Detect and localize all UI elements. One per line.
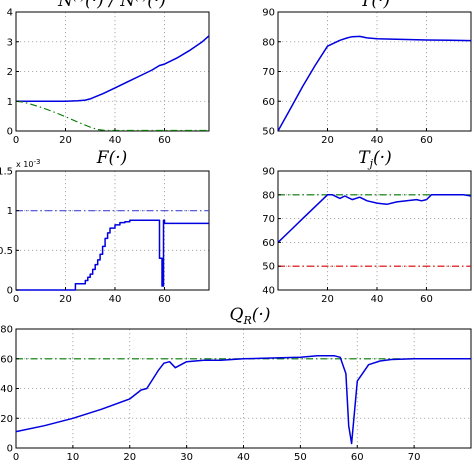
p2-ytick-label: 80: [262, 37, 275, 48]
p2-ytick-label: 60: [262, 97, 275, 108]
p3-title: F(·): [96, 148, 127, 168]
p2-ytick-label: 70: [262, 67, 275, 78]
p4-ytick-label: 40: [262, 286, 275, 297]
subplot-flow: 0 20 40 60 0 0.5 1 1.5 x 10-3 F(·): [0, 148, 210, 306]
p1-ytick-label: 0: [7, 127, 13, 138]
p1-series: [15, 35, 210, 131]
p5-ytick-label: 0: [7, 444, 13, 455]
p4-xtick-label: 20: [321, 294, 334, 305]
p5-grid: [16, 329, 471, 448]
p1-ytick-label: 2: [7, 67, 13, 78]
p1-title: N(·)(·) / N(·)(·): [57, 0, 166, 11]
p1-xtick-label: 20: [59, 135, 72, 146]
p4-ytick-label: 70: [262, 214, 275, 225]
p1-ytick-label: 4: [7, 8, 13, 19]
p5-xtick-label: 60: [351, 452, 364, 463]
p2-series: [277, 35, 472, 132]
p3-ytick-label: 0.5: [0, 246, 13, 257]
subplot-jacket-temperature: 20 40 60 40 50 60 70 80 90 Tj(·): [262, 148, 472, 306]
p1-grid: [16, 12, 209, 131]
p1-xtick-label: 0: [13, 135, 19, 146]
p5-ytick-label: 40: [0, 384, 13, 395]
p2-xtick-label: 20: [321, 135, 334, 146]
p1-ytick-label: 1: [7, 97, 13, 108]
p2-title: T(·): [360, 0, 390, 11]
p1-series-line-1: [16, 35, 210, 103]
p5-ytick-label: 60: [0, 354, 13, 365]
p2-xtick-label: 40: [371, 135, 384, 146]
p5-ticks: 0 10 20 30 40 50 60 70 0 20 40 60 80: [0, 325, 420, 464]
p3-ytick-label: 1.5: [0, 167, 13, 178]
subplot-n-ratio: 0 20 40 60 0 1 2 3 4 N(·)(·) / N(·)(·): [7, 0, 210, 147]
p5-series: [15, 355, 471, 445]
p3-ticks: 0 20 40 60 0 0.5 1 1.5: [0, 167, 171, 306]
p3-xtick-label: 60: [158, 294, 171, 305]
p5-title: QR(·): [230, 305, 271, 327]
p4-axes-frame: [277, 170, 472, 291]
p5-xtick-label: 0: [13, 452, 19, 463]
p5-series-line-2: [15, 355, 471, 445]
p3-xtick-label: 0: [13, 294, 19, 305]
p2-ytick-label: 90: [262, 8, 275, 19]
p3-xtick-label: 20: [59, 294, 72, 305]
p2-series-line-1: [277, 35, 472, 132]
p4-title: Tj(·): [358, 148, 391, 170]
p2-xtick-label: 60: [420, 135, 433, 146]
p3-series: [16, 210, 209, 291]
p3-xtick-label: 40: [109, 294, 122, 305]
p1-series-line-2: [15, 100, 209, 131]
p4-ytick-label: 60: [262, 238, 275, 249]
p1-ticks: 0 20 40 60 0 1 2 3 4: [7, 8, 171, 147]
p4-series-line-3: [277, 194, 472, 243]
p3-ytick-label: 1: [7, 206, 13, 217]
p3-grid: [16, 171, 209, 290]
p4-ytick-label: 50: [262, 262, 275, 273]
subplot-temperature: 20 40 60 50 60 70 80 90 T(·): [262, 0, 472, 147]
p2-grid: [278, 12, 471, 131]
p3-ytick-label: 0: [7, 286, 13, 297]
p5-ytick-label: 20: [0, 414, 13, 425]
p4-xtick-label: 40: [371, 294, 384, 305]
p2-ticks: 20 40 60 50 60 70 80 90: [262, 8, 433, 147]
p4-grid: [278, 171, 471, 290]
p4-ytick-label: 90: [262, 167, 275, 178]
p1-xtick-label: 40: [109, 135, 122, 146]
p5-xtick-label: 20: [123, 452, 136, 463]
p5-xtick-label: 50: [294, 452, 307, 463]
p5-xtick-label: 40: [237, 452, 250, 463]
p4-xtick-label: 60: [420, 294, 433, 305]
p5-xtick-label: 70: [408, 452, 421, 463]
p4-ytick-label: 80: [262, 190, 275, 201]
p3-axes-frame: [15, 170, 210, 291]
p4-ticks: 20 40 60 40 50 60 70 80 90: [262, 167, 433, 306]
p5-ytick-label: 80: [0, 325, 13, 336]
p1-ytick-label: 3: [7, 37, 13, 48]
p5-xtick-label: 10: [67, 452, 80, 463]
subplot-heat-removal: 0 10 20 30 40 50 60 70 0 20 40 60 80 QR(·): [0, 305, 472, 464]
p3-series-line-2: [16, 219, 209, 291]
p5-xtick-label: 30: [180, 452, 193, 463]
p4-series: [277, 194, 472, 267]
p3-exponent-label: x 10-3: [16, 158, 40, 169]
p2-ytick-label: 50: [262, 127, 275, 138]
p1-xtick-label: 60: [158, 135, 171, 146]
